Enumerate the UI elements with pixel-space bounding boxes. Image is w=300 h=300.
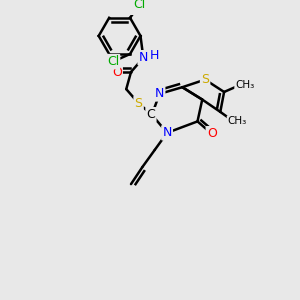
Text: N: N [139,51,148,64]
Text: N: N [162,126,172,139]
Text: CH₃: CH₃ [228,116,247,126]
Text: O: O [207,127,217,140]
Text: N: N [155,87,164,101]
Text: H: H [150,50,159,62]
Text: C: C [147,108,155,121]
Text: S: S [135,97,142,110]
Text: CH₃: CH₃ [236,80,255,90]
Text: S: S [201,73,209,86]
Text: Cl: Cl [107,55,119,68]
Text: Cl: Cl [134,0,146,11]
Text: O: O [112,65,122,79]
